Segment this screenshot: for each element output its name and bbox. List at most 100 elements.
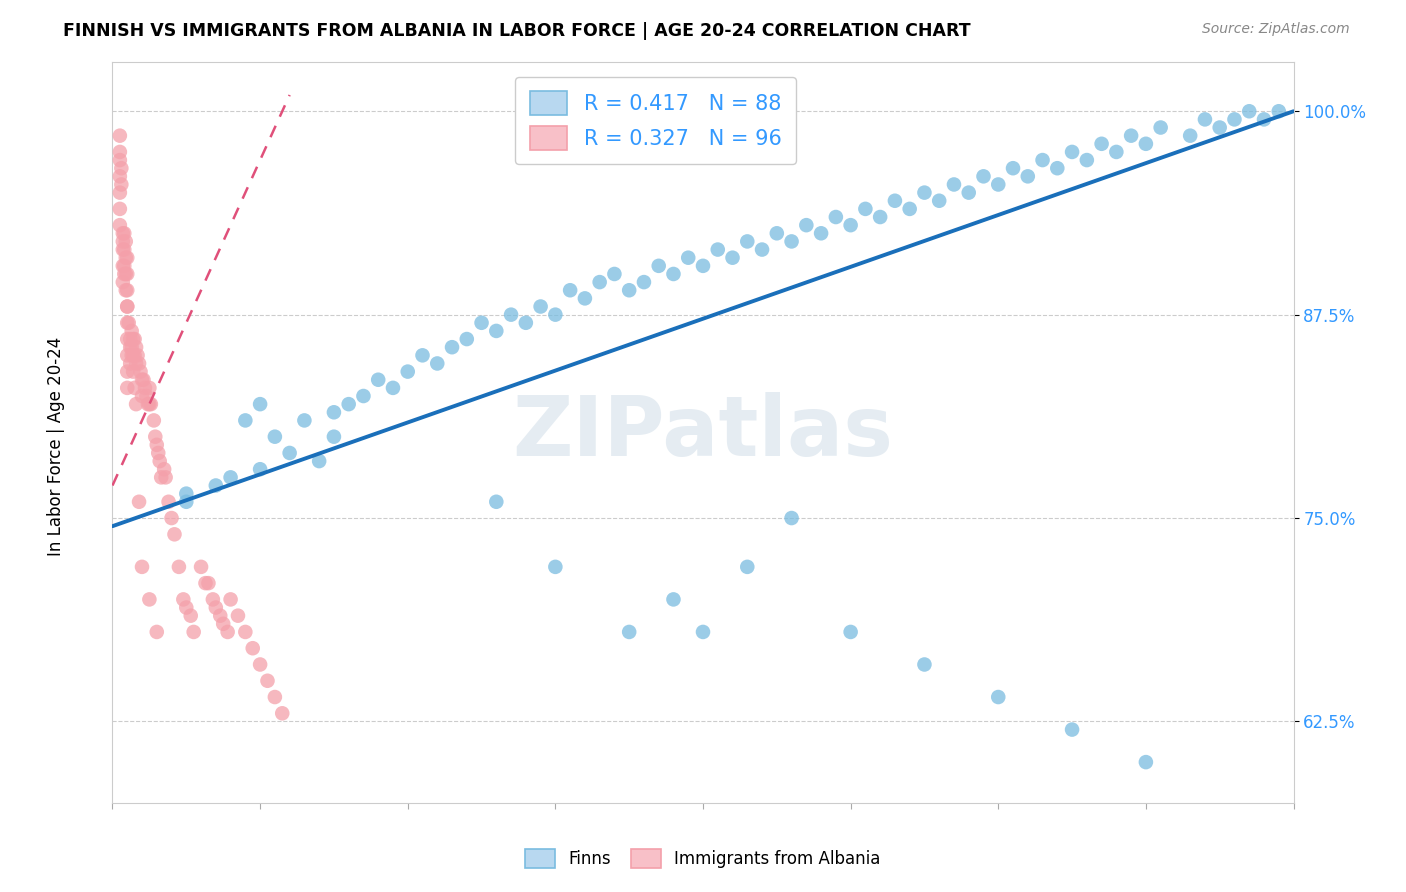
Point — [149, 454, 172, 468]
Point — [117, 251, 138, 265]
Point — [264, 430, 287, 444]
Point — [111, 227, 134, 241]
Point — [112, 227, 135, 241]
Point — [153, 462, 176, 476]
Point — [155, 470, 177, 484]
Point — [367, 373, 389, 387]
Point — [603, 267, 626, 281]
Point — [127, 348, 149, 362]
Point — [810, 227, 832, 241]
Point — [1062, 723, 1084, 737]
Point — [167, 559, 190, 574]
Point — [124, 332, 146, 346]
Point — [114, 235, 136, 249]
Point — [574, 292, 596, 306]
Point — [249, 462, 271, 476]
Point — [112, 259, 135, 273]
Point — [766, 227, 789, 241]
Point — [249, 657, 271, 672]
Text: Source: ZipAtlas.com: Source: ZipAtlas.com — [1202, 22, 1350, 37]
Point — [146, 624, 169, 639]
Point — [1046, 161, 1069, 176]
Point — [485, 495, 508, 509]
Point — [121, 324, 143, 338]
Point — [1001, 161, 1024, 176]
Point — [120, 340, 142, 354]
Point — [125, 340, 148, 354]
Point — [678, 251, 700, 265]
Point — [111, 243, 134, 257]
Point — [125, 397, 148, 411]
Point — [737, 559, 759, 574]
Point — [1017, 169, 1039, 184]
Point — [108, 202, 131, 216]
Point — [382, 381, 405, 395]
Point — [544, 559, 567, 574]
Point — [662, 267, 685, 281]
Point — [112, 243, 135, 257]
Point — [323, 430, 346, 444]
Point — [110, 161, 132, 176]
Text: In Labor Force | Age 20-24: In Labor Force | Age 20-24 — [48, 336, 65, 556]
Point — [987, 690, 1010, 704]
Point — [264, 690, 287, 704]
Point — [249, 397, 271, 411]
Point — [122, 365, 145, 379]
Point — [737, 235, 759, 249]
Point — [138, 397, 160, 411]
Point — [148, 446, 170, 460]
Point — [456, 332, 478, 346]
Point — [470, 316, 494, 330]
Point — [120, 356, 142, 370]
Point — [131, 373, 153, 387]
Point — [706, 243, 728, 257]
Point — [110, 178, 132, 192]
Point — [1239, 104, 1261, 119]
Point — [121, 340, 143, 354]
Point — [544, 308, 567, 322]
Point — [721, 251, 744, 265]
Point — [242, 641, 264, 656]
Point — [122, 348, 145, 362]
Point — [633, 275, 655, 289]
Point — [824, 210, 846, 224]
Point — [1253, 112, 1275, 127]
Point — [780, 511, 803, 525]
Point — [1032, 153, 1054, 167]
Point — [1208, 120, 1232, 135]
Point — [117, 267, 138, 281]
Point — [114, 251, 136, 265]
Point — [352, 389, 374, 403]
Point — [1150, 120, 1173, 135]
Point — [323, 405, 346, 419]
Point — [135, 389, 157, 403]
Point — [111, 235, 134, 249]
Point — [128, 495, 150, 509]
Point — [139, 397, 162, 411]
Point — [1178, 128, 1201, 143]
Point — [117, 300, 138, 314]
Point — [1223, 112, 1246, 127]
Point — [180, 608, 202, 623]
Point — [898, 202, 921, 216]
Point — [134, 381, 156, 395]
Point — [138, 381, 160, 395]
Point — [1135, 755, 1157, 769]
Point — [121, 348, 143, 362]
Point — [292, 413, 315, 427]
Point — [124, 348, 146, 362]
Point — [108, 128, 131, 143]
Point — [114, 283, 136, 297]
Point — [558, 283, 582, 297]
Point — [157, 495, 180, 509]
Point — [108, 153, 131, 167]
Point — [914, 186, 936, 200]
Point — [1062, 145, 1084, 159]
Point — [142, 413, 165, 427]
Point — [143, 430, 166, 444]
Text: FINNISH VS IMMIGRANTS FROM ALBANIA IN LABOR FORCE | AGE 20-24 CORRELATION CHART: FINNISH VS IMMIGRANTS FROM ALBANIA IN LA… — [63, 22, 972, 40]
Point — [780, 235, 803, 249]
Point — [588, 275, 610, 289]
Point — [117, 316, 138, 330]
Point — [190, 559, 212, 574]
